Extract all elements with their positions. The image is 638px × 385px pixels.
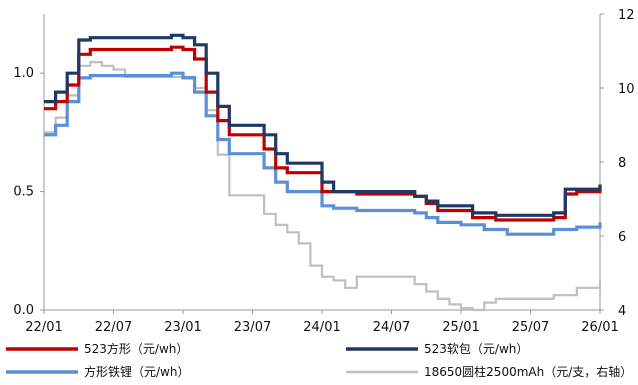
y-right-tick-label: 8: [618, 156, 626, 171]
y-left-tick-label: 0.0: [13, 303, 34, 318]
series-line-1: [44, 33, 602, 217]
series-line-2: [44, 71, 602, 236]
legend-label-2: 方形铁锂（元/wh）: [84, 364, 189, 379]
y-left-tick-label: 0.5: [13, 185, 34, 200]
series-line-3: [44, 61, 602, 312]
y-left-tick-label: 1.0: [13, 66, 34, 81]
x-tick-label: 25/07: [512, 320, 549, 335]
x-tick-label: 24/07: [373, 320, 410, 335]
y-right-tick-label: 6: [618, 230, 626, 245]
axes-group: [40, 13, 604, 314]
series-line-0: [44, 45, 602, 222]
x-tick-label: 23/01: [164, 320, 201, 335]
legend-label-3: 18650圆柱2500mAh（元/支，右轴）: [424, 364, 632, 379]
x-tick-label: 24/01: [303, 320, 340, 335]
x-tick-label: 23/07: [234, 320, 271, 335]
legend-label-1: 523软包（元/wh）: [424, 342, 528, 356]
tick-labels-group: 22/01 22/07 23/01 23/07 24/01 24/07 25/01 25/07…: [13, 8, 634, 335]
x-tick-label: 25/01: [442, 320, 479, 335]
y-right-tick-label: 10: [618, 82, 635, 97]
y-right-tick-label: 4: [618, 304, 626, 319]
x-tick-label: 22/01: [25, 320, 62, 335]
x-tick-label: 22/07: [95, 320, 132, 335]
legend-label-0: 523方形（元/wh）: [84, 341, 188, 356]
x-tick-label: 26/01: [581, 320, 618, 335]
series-group: [44, 33, 602, 312]
y-right-tick-label: 12: [618, 8, 635, 23]
legend-group: 523方形（元/wh） 523软包（元/wh） 方形铁锂（元/wh） 18650圆柱2…: [6, 341, 632, 379]
